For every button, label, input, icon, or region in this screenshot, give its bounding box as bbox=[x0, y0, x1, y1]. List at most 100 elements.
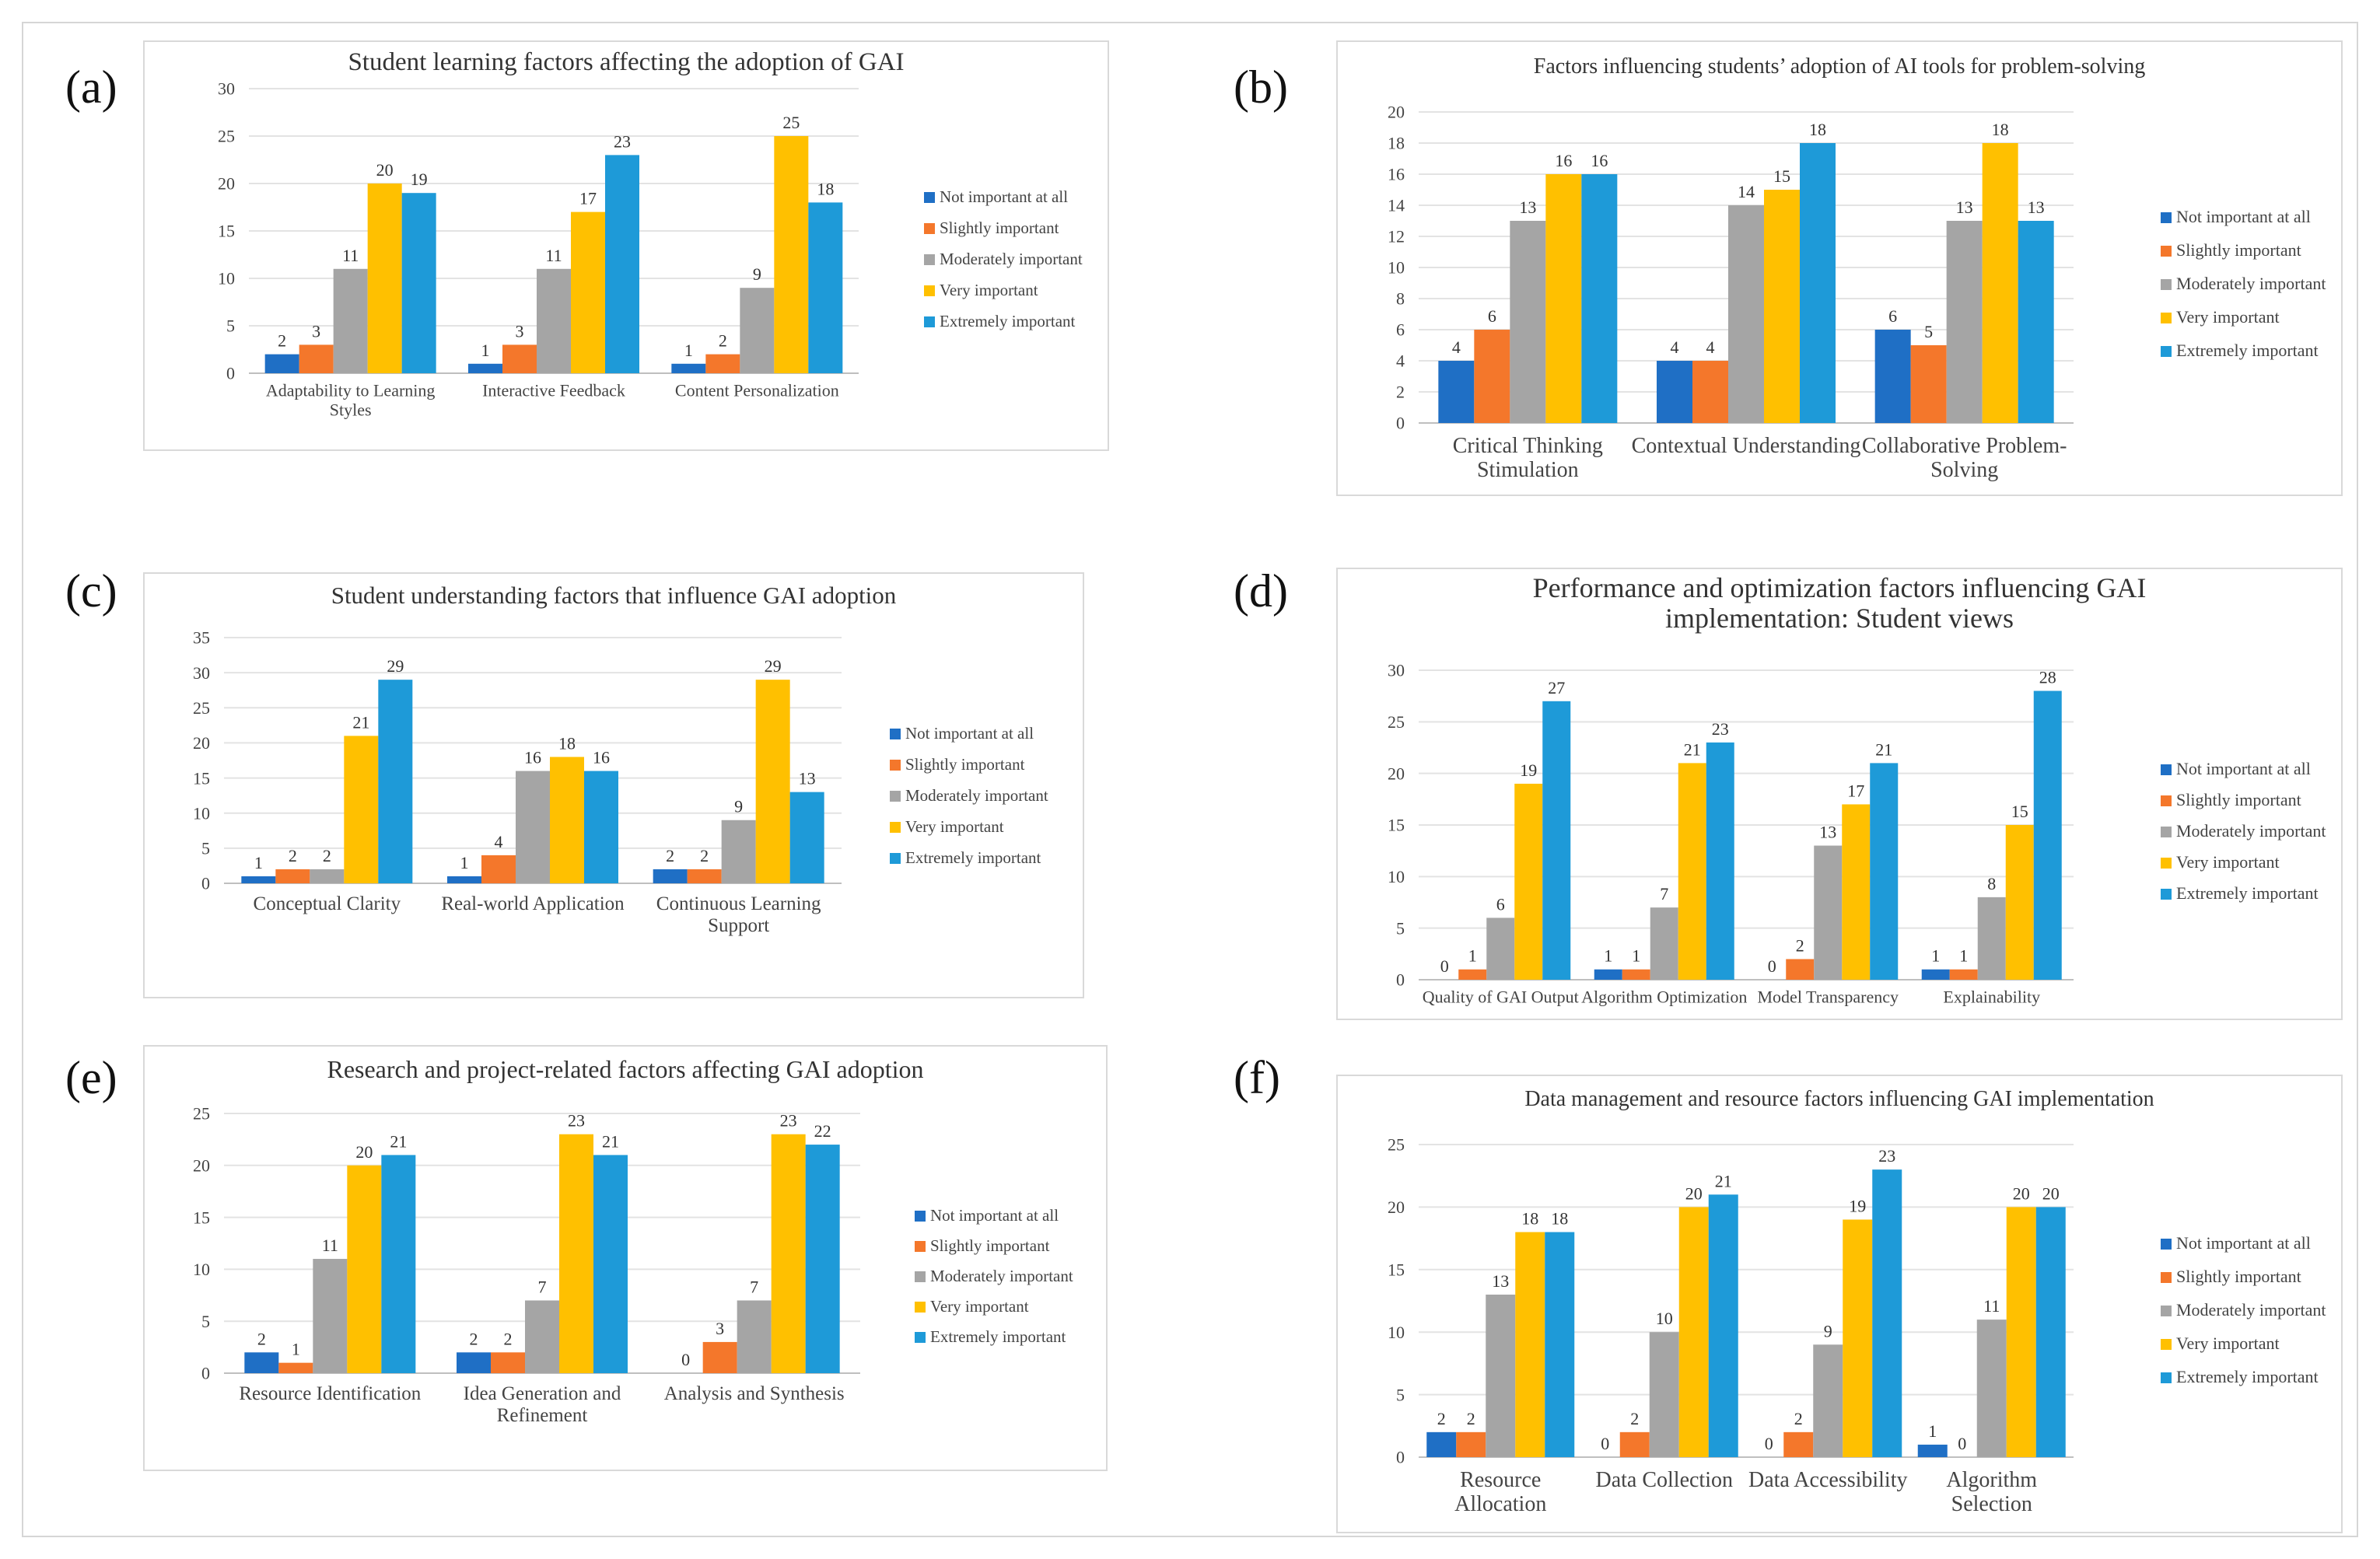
bar bbox=[244, 1352, 279, 1373]
y-tick-label: 15 bbox=[218, 222, 235, 241]
legend-swatch bbox=[890, 760, 901, 771]
legend-swatch bbox=[2161, 1339, 2172, 1350]
data-label: 11 bbox=[1983, 1296, 2000, 1316]
legend-swatch bbox=[924, 192, 935, 203]
bar bbox=[1438, 361, 1475, 423]
y-tick-label: 10 bbox=[218, 269, 235, 288]
y-tick-label: 12 bbox=[1388, 227, 1405, 246]
bar bbox=[1872, 1169, 1902, 1457]
legend-swatch bbox=[2161, 858, 2172, 869]
chart-title: Performance and optimization factors inf… bbox=[1533, 572, 2147, 603]
bar bbox=[571, 211, 605, 373]
bar bbox=[1708, 1194, 1738, 1457]
data-label: 2 bbox=[257, 1329, 266, 1348]
y-tick-label: 30 bbox=[218, 79, 235, 99]
data-label: 17 bbox=[579, 189, 597, 208]
legend-swatch bbox=[924, 254, 935, 265]
category-label: Conceptual Clarity bbox=[254, 893, 401, 914]
legend-label: Not important at all bbox=[2176, 1233, 2311, 1253]
legend-swatch bbox=[924, 223, 935, 234]
bar bbox=[1515, 1232, 1545, 1457]
data-label: 2 bbox=[1437, 1409, 1446, 1428]
legend-swatch bbox=[924, 285, 935, 296]
y-tick-label: 4 bbox=[1396, 351, 1405, 371]
y-tick-label: 6 bbox=[1396, 320, 1405, 340]
data-label: 0 bbox=[1958, 1434, 1966, 1453]
data-label: 1 bbox=[292, 1340, 300, 1359]
bar bbox=[1545, 1232, 1575, 1457]
data-label: 7 bbox=[1660, 884, 1668, 904]
bar bbox=[789, 792, 824, 883]
legend-label: Moderately important bbox=[2176, 274, 2326, 293]
data-label: 25 bbox=[782, 113, 800, 132]
data-label: 23 bbox=[780, 1111, 797, 1131]
y-tick-label: 16 bbox=[1388, 165, 1405, 184]
legend-label: Very important bbox=[930, 1297, 1029, 1316]
bar bbox=[755, 680, 790, 883]
legend-swatch bbox=[2161, 1239, 2172, 1250]
category-label: Content Personalization bbox=[675, 381, 839, 400]
data-label: 7 bbox=[538, 1277, 547, 1296]
category-label: Interactive Feedback bbox=[482, 381, 625, 400]
data-label: 11 bbox=[322, 1236, 338, 1255]
bar bbox=[1783, 1431, 1814, 1457]
legend-label: Slightly important bbox=[2176, 1267, 2301, 1286]
data-label: 1 bbox=[460, 853, 469, 872]
y-tick-label: 25 bbox=[193, 698, 210, 718]
data-label: 6 bbox=[1888, 306, 1897, 326]
y-tick-label: 2 bbox=[1396, 383, 1405, 402]
data-label: 13 bbox=[1492, 1271, 1509, 1291]
y-tick-label: 25 bbox=[193, 1104, 210, 1124]
legend-label: Extremely important bbox=[940, 312, 1076, 330]
data-label: 21 bbox=[352, 712, 369, 732]
data-label: 4 bbox=[495, 832, 503, 851]
legend-label: Slightly important bbox=[905, 755, 1025, 774]
y-tick-label: 14 bbox=[1388, 196, 1405, 215]
data-label: 4 bbox=[1452, 337, 1461, 357]
bar bbox=[2035, 1207, 2066, 1457]
bar bbox=[278, 1362, 313, 1373]
bar bbox=[347, 1165, 382, 1373]
legend-label: Not important at all bbox=[2176, 207, 2311, 226]
data-label: 14 bbox=[1738, 182, 1755, 201]
bar bbox=[1456, 1431, 1486, 1457]
bar bbox=[241, 876, 276, 883]
y-tick-label: 25 bbox=[1388, 712, 1405, 732]
bar bbox=[1649, 1332, 1679, 1457]
y-tick-label: 10 bbox=[1388, 867, 1405, 886]
bar bbox=[1949, 969, 1978, 980]
bar bbox=[808, 202, 843, 373]
data-label: 23 bbox=[1712, 719, 1729, 739]
bar bbox=[737, 1300, 772, 1373]
chart-panel-f: Data management and resource factors inf… bbox=[1336, 1075, 2343, 1533]
data-label: 2 bbox=[1794, 1409, 1803, 1428]
bar bbox=[1622, 969, 1650, 980]
chart-panel-a: Student learning factors affecting the a… bbox=[143, 40, 1109, 451]
data-label: 1 bbox=[1959, 946, 1968, 966]
bar bbox=[550, 757, 584, 883]
bar bbox=[1474, 330, 1510, 423]
bar bbox=[1594, 969, 1622, 980]
category-label: Critical Thinking bbox=[1453, 434, 1603, 458]
legend-label: Very important bbox=[2176, 1334, 2280, 1353]
chart-title: Research and project-related factors aff… bbox=[327, 1055, 923, 1083]
panel-label-b: (b) bbox=[1234, 61, 1288, 113]
y-tick-label: 20 bbox=[218, 174, 235, 194]
bar bbox=[559, 1134, 593, 1373]
data-label: 27 bbox=[1548, 678, 1565, 697]
data-label: 23 bbox=[614, 131, 631, 151]
data-label: 1 bbox=[254, 853, 263, 872]
data-label: 21 bbox=[1875, 739, 1892, 759]
data-label: 16 bbox=[1591, 151, 1608, 170]
bar bbox=[1728, 205, 1764, 423]
bar bbox=[1800, 143, 1836, 423]
bar bbox=[537, 268, 571, 373]
legend-swatch bbox=[2161, 1306, 2172, 1316]
y-tick-label: 20 bbox=[1388, 764, 1405, 783]
bar bbox=[502, 344, 537, 373]
category-label: Collaborative Problem- bbox=[1862, 434, 2067, 458]
bar bbox=[1874, 330, 1911, 423]
data-label: 13 bbox=[1819, 823, 1836, 842]
data-label: 1 bbox=[1632, 946, 1640, 966]
legend-swatch bbox=[2161, 764, 2172, 775]
